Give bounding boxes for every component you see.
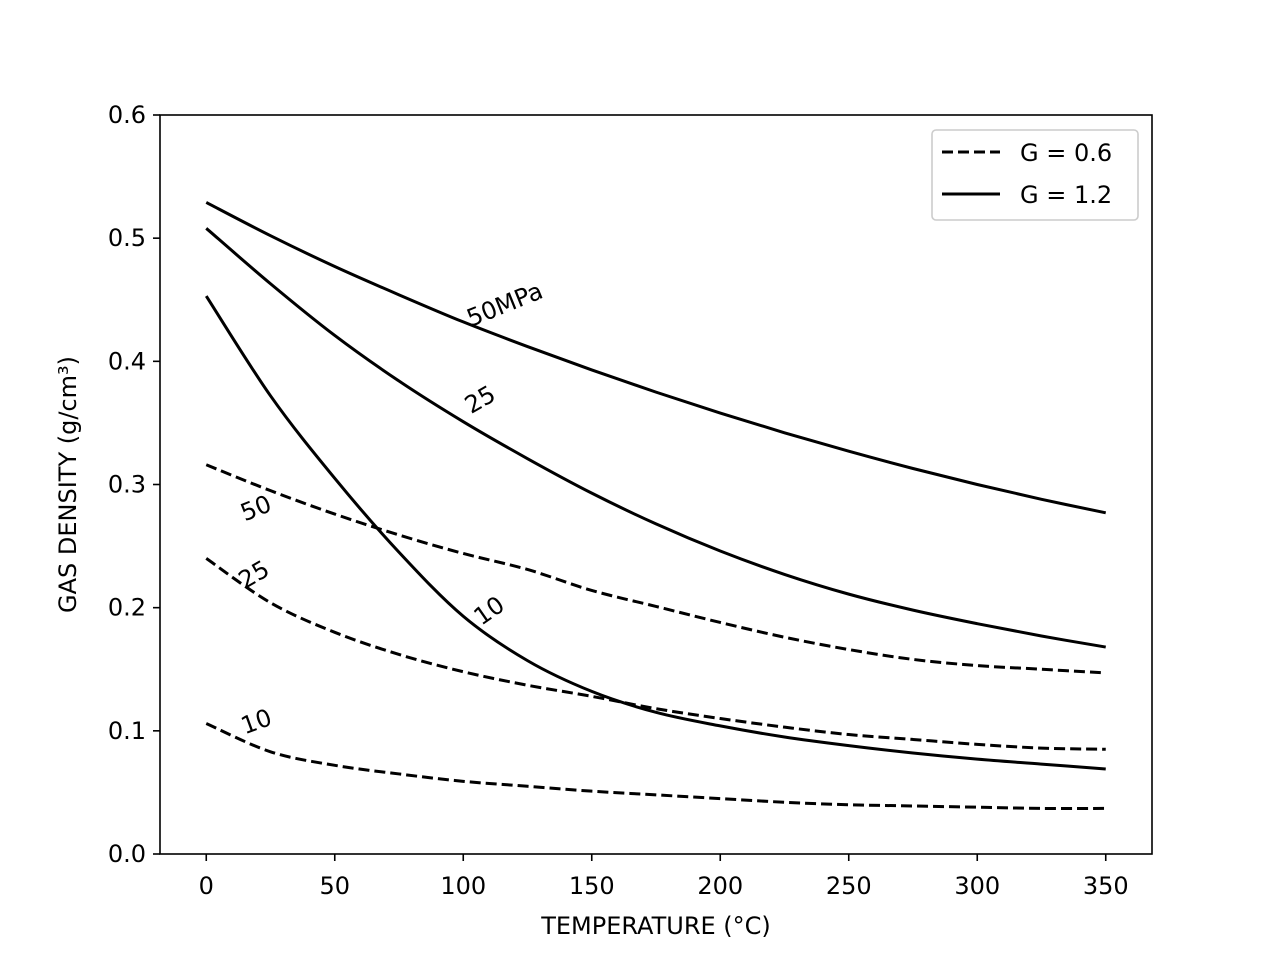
y-tick-label: 0.3 <box>108 471 146 499</box>
y-tick-label: 0.6 <box>108 101 146 129</box>
curves-layer <box>204 201 1107 811</box>
series-line <box>205 201 1107 515</box>
y-tick-label: 0.4 <box>108 347 146 375</box>
x-tick-label: 250 <box>826 872 872 900</box>
legend-label-g12: G = 1.2 <box>1020 181 1112 209</box>
y-axis-label: GAS DENSITY (g/cm³) <box>54 356 82 613</box>
series-line <box>205 722 1106 811</box>
legend: G = 0.6 G = 1.2 <box>931 129 1139 221</box>
y-tick-label: 0.2 <box>108 594 146 622</box>
series-line <box>205 557 1106 751</box>
series-line <box>205 463 1106 675</box>
x-tick-label: 0 <box>199 872 214 900</box>
x-tick-label: 100 <box>440 872 486 900</box>
x-tick-label: 200 <box>697 872 743 900</box>
x-tick-label: 350 <box>1083 872 1129 900</box>
x-tick-label: 300 <box>954 872 1000 900</box>
x-tick-label: 150 <box>569 872 615 900</box>
series-line <box>205 227 1106 649</box>
series-line <box>204 295 1106 771</box>
y-tick-label: 0.5 <box>108 224 146 252</box>
x-axis-label: TEMPERATURE (°C) <box>540 912 771 940</box>
y-axis: 0.0 0.1 0.2 0.3 0.4 0.5 0.6 <box>108 101 160 868</box>
x-tick-label: 50 <box>319 872 350 900</box>
x-axis: 0 50 100 150 200 250 300 350 <box>199 854 1129 900</box>
y-tick-label: 0.0 <box>108 840 146 868</box>
legend-label-g06: G = 0.6 <box>1020 139 1112 167</box>
y-tick-label: 0.1 <box>108 717 146 745</box>
